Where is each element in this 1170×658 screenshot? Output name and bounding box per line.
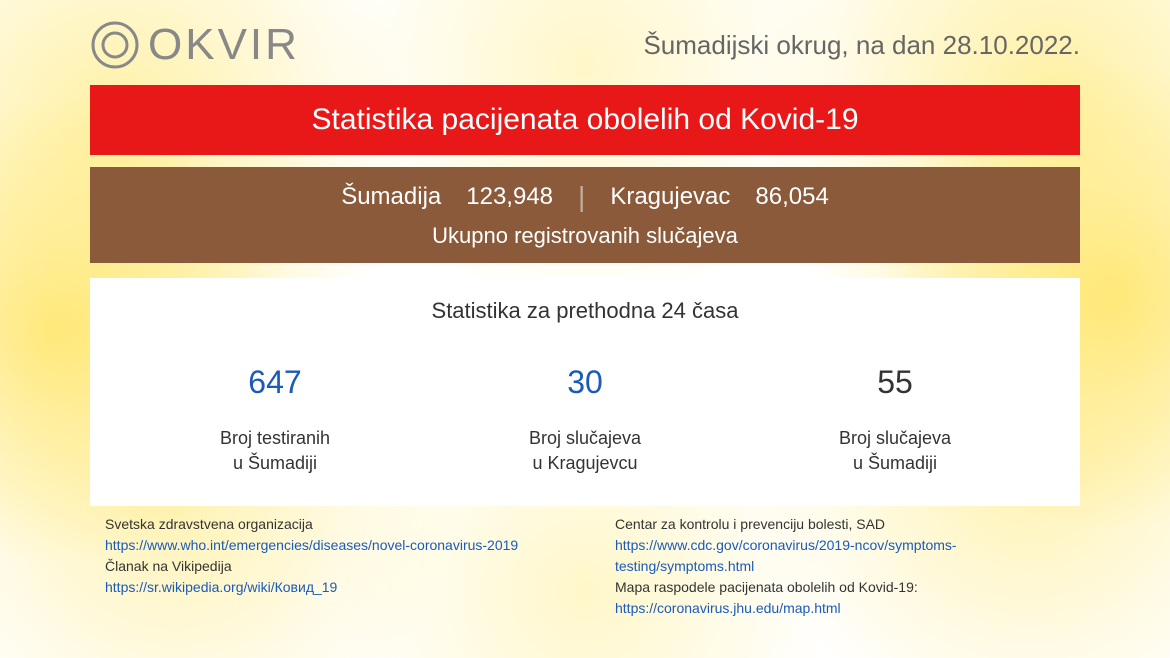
source-wiki-label: Članak na Vikipedija	[105, 556, 555, 577]
stat-value-sumadija: 55	[740, 364, 1050, 401]
region-label: Šumadijski okrug, na dan	[643, 30, 935, 60]
source-jhu-link[interactable]: https://coronavirus.jhu.edu/map.html	[615, 600, 841, 616]
source-wiki-link[interactable]: https://sr.wikipedia.org/wiki/Ковид_19	[105, 579, 337, 595]
footer-right-column: Centar za kontrolu i prevenciju bolesti,…	[555, 514, 1065, 619]
title-text: Statistika pacijenata obolelih od Kovid-…	[311, 103, 858, 136]
title-banner: Statistika pacijenata obolelih od Kovid-…	[90, 85, 1080, 155]
stats-row: 647 Broj testiranih u Šumadiji 30 Broj s…	[120, 364, 1050, 476]
source-who-link[interactable]: https://www.who.int/emergencies/diseases…	[105, 537, 518, 553]
totals-row: Šumadija 123,948 | Kragujevac 86,054	[104, 181, 1066, 213]
totals-subtitle: Ukupno registrovanih slučajeva	[104, 223, 1066, 249]
header: OKVIR Šumadijski okrug, na dan 28.10.202…	[90, 20, 1080, 70]
stats-panel: Statistika za prethodna 24 časa 647 Broj…	[90, 278, 1080, 506]
stat-value-kragujevac: 30	[430, 364, 740, 401]
header-date-region: Šumadijski okrug, na dan 28.10.2022.	[643, 30, 1080, 61]
logo: OKVIR	[90, 20, 300, 70]
main-container: OKVIR Šumadijski okrug, na dan 28.10.202…	[0, 0, 1170, 639]
footer-left-column: Svetska zdravstvena organizacija https:/…	[105, 514, 555, 619]
footer: Svetska zdravstvena organizacija https:/…	[90, 514, 1080, 619]
report-date: 28.10.2022.	[943, 30, 1080, 60]
region1-label: Šumadija	[341, 183, 441, 211]
region2-value: 86,054	[755, 183, 828, 211]
source-cdc-label: Centar za kontrolu i prevenciju bolesti,…	[615, 514, 1065, 535]
source-cdc-link[interactable]: https://www.cdc.gov/coronavirus/2019-nco…	[615, 537, 957, 574]
stat-value-tested: 647	[120, 364, 430, 401]
stat-label-sumadija: Broj slučajeva u Šumadiji	[740, 426, 1050, 476]
region1-value: 123,948	[466, 183, 553, 211]
stat-column-sumadija: 55 Broj slučajeva u Šumadiji	[740, 364, 1050, 476]
region2-label: Kragujevac	[610, 183, 730, 211]
stat-label-kragujevac: Broj slučajeva u Kragujevcu	[430, 426, 740, 476]
totals-banner: Šumadija 123,948 | Kragujevac 86,054 Uku…	[90, 167, 1080, 263]
divider: |	[578, 181, 585, 213]
logo-text: OKVIR	[148, 20, 300, 70]
stat-column-kragujevac: 30 Broj slučajeva u Kragujevcu	[430, 364, 740, 476]
source-who-label: Svetska zdravstvena organizacija	[105, 514, 555, 535]
source-jhu-label: Mapa raspodele pacijenata obolelih od Ko…	[615, 577, 1065, 598]
logo-circle-icon	[90, 20, 140, 70]
stats-title: Statistika za prethodna 24 časa	[120, 298, 1050, 324]
stat-label-tested: Broj testiranih u Šumadiji	[120, 426, 430, 476]
stat-column-tested: 647 Broj testiranih u Šumadiji	[120, 364, 430, 476]
